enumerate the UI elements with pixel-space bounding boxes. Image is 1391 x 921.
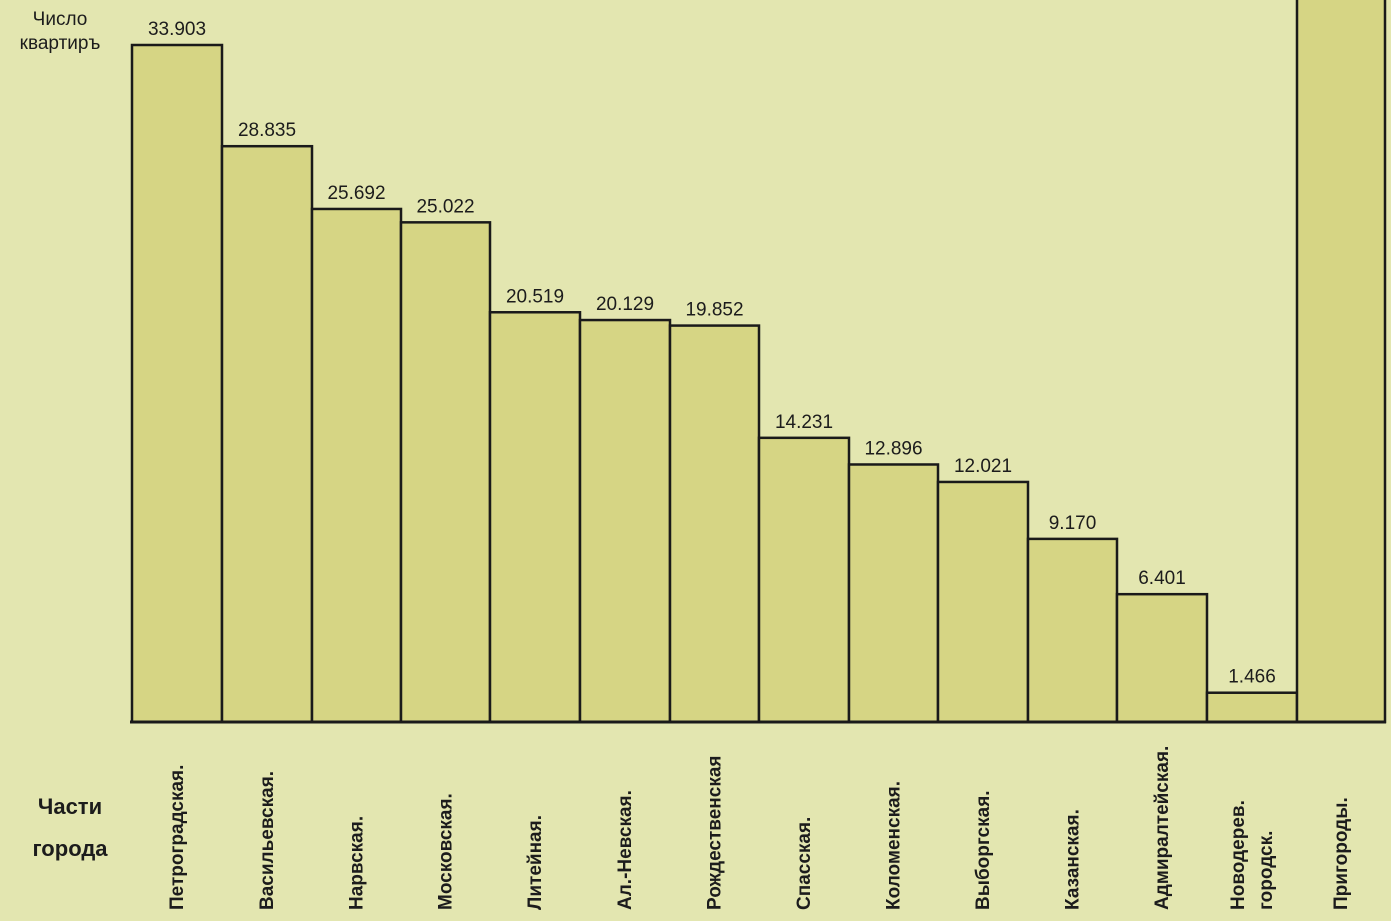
value-label-6: 20.129: [596, 294, 654, 315]
value-label-1: 33.903: [148, 19, 206, 40]
value-label-3: 25.692: [327, 183, 385, 204]
category-label-12: Адмиралтейская.: [1152, 746, 1173, 910]
category-label-11: Казанская.: [1063, 809, 1084, 910]
category-label-6: Ал.-Невская.: [615, 790, 636, 910]
value-label-2: 28.835: [238, 120, 296, 141]
bar-1: [130, 43, 224, 724]
category-label-2: Васильевская.: [257, 771, 278, 910]
bar-9: [847, 463, 940, 724]
x-axis-label: Части города: [20, 786, 120, 870]
category-label-14: Пригороды.: [1331, 797, 1352, 910]
y-axis-label-line-2: квартиръ: [19, 33, 101, 54]
value-label-13: 1.466: [1228, 667, 1276, 688]
category-label-10: Выборгская.: [973, 790, 994, 910]
y-axis-label: Число квартиръ: [0, 8, 120, 56]
bar-12: [1115, 592, 1209, 724]
value-label-8: 14.231: [775, 412, 833, 433]
category-label-9: Коломенская.: [884, 781, 905, 910]
bar-5: [488, 311, 582, 724]
category-label-8: Спасская.: [794, 817, 815, 910]
category-label-13-line-1: Новодерев.: [1228, 800, 1249, 910]
value-label-10: 12.021: [954, 456, 1012, 477]
value-label-12: 6.401: [1138, 568, 1186, 589]
x-axis-label-line-2: города: [32, 836, 108, 861]
category-label-13-line-2: городск.: [1256, 831, 1277, 910]
bar-3: [310, 207, 403, 724]
category-label-5: Литейная.: [525, 815, 546, 910]
category-label-3: Нарвская.: [347, 816, 368, 910]
bar-13: [1205, 691, 1299, 724]
bar-11: [1026, 537, 1119, 724]
bar-10: [936, 480, 1030, 724]
bar-2: [220, 144, 314, 724]
value-label-5: 20.519: [506, 286, 564, 307]
bar-6: [578, 318, 672, 724]
category-label-7: Рождественская: [705, 756, 726, 910]
value-label-11: 9.170: [1049, 513, 1097, 534]
y-axis-label-line-1: Число: [32, 9, 88, 30]
bar-7: [668, 324, 761, 724]
category-label-4: Московская.: [436, 793, 457, 910]
value-label-9: 12.896: [864, 438, 922, 459]
value-label-7: 19.852: [685, 300, 743, 321]
bar-14: [1295, 0, 1387, 724]
bar-4: [399, 221, 492, 724]
bar-8: [757, 436, 851, 724]
value-label-4: 25.022: [416, 196, 474, 217]
x-axis-label-line-1: Части: [37, 794, 103, 819]
category-label-1: Петроградская.: [167, 765, 188, 910]
